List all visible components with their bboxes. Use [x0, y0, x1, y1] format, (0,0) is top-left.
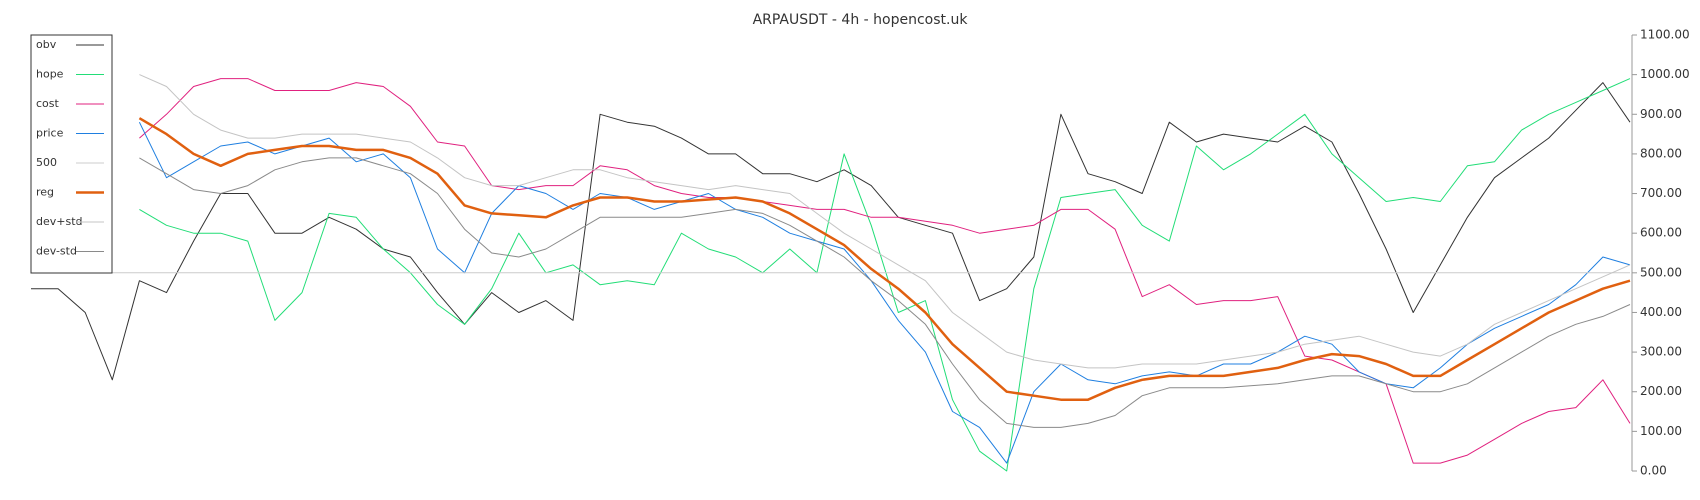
y-tick-label: 400.00: [1640, 305, 1682, 319]
series-line: [139, 157, 1631, 428]
legend-label: dev+std: [36, 215, 83, 228]
series-line: [138, 117, 1631, 401]
series-line: [139, 74, 1631, 369]
y-tick-label: 200.00: [1640, 384, 1682, 398]
legend-label: cost: [36, 97, 60, 110]
y-tick-label: 800.00: [1640, 146, 1682, 160]
y-tick-label: 500.00: [1640, 265, 1682, 279]
legend: obv hope cost price 500 reg dev+std dev-std: [30, 34, 113, 274]
legend-label: hope: [36, 68, 64, 81]
series-line: [139, 78, 1631, 464]
legend-label: 500: [36, 156, 57, 169]
y-tick-label: 600.00: [1640, 226, 1682, 240]
y-tick-label: 900.00: [1640, 107, 1682, 121]
legend-label: price: [36, 127, 64, 140]
y-tick-label: 0.00: [1640, 464, 1667, 478]
y-tick-label: 100.00: [1640, 424, 1682, 438]
legend-label: dev-std: [36, 245, 77, 258]
y-tick-label: 1000.00: [1640, 67, 1690, 81]
y-tick-label: 700.00: [1640, 186, 1682, 200]
y-tick-label: 300.00: [1640, 345, 1682, 359]
legend-label: obv: [36, 38, 57, 51]
series-line: [138, 121, 1631, 464]
y-tick-label: 1100.00: [1640, 28, 1690, 42]
series-line: [31, 82, 1631, 381]
legend-label: reg: [36, 186, 54, 199]
chart-title: ARPAUSDT - 4h - hopencost.uk: [753, 12, 969, 28]
series-line: [139, 78, 1631, 472]
